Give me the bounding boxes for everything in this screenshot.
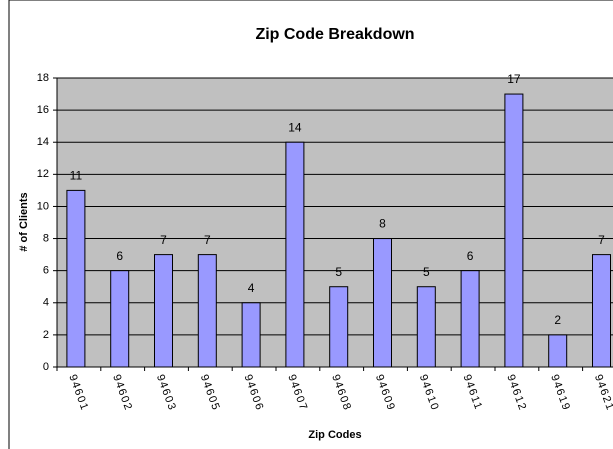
bar xyxy=(548,334,568,368)
bar xyxy=(285,141,305,368)
chart-title: Zip Code Breakdown xyxy=(255,26,414,43)
value-label: 11 xyxy=(70,169,83,183)
bar xyxy=(373,238,392,368)
y-tick-label: 10 xyxy=(37,200,49,212)
bar xyxy=(416,286,436,368)
y-tick-label: 6 xyxy=(43,265,49,277)
value-label: 8 xyxy=(379,217,386,231)
y-tick-label: 0 xyxy=(43,361,49,373)
bar xyxy=(329,286,349,368)
value-label: 7 xyxy=(160,233,167,247)
value-label: 2 xyxy=(554,313,561,327)
y-tick-label: 2 xyxy=(43,329,49,341)
value-label: 5 xyxy=(335,265,342,279)
bar xyxy=(154,254,173,368)
y-tick-label: 8 xyxy=(43,232,49,244)
x-axis-label: Zip Codes xyxy=(308,429,361,441)
y-tick-label: 14 xyxy=(37,136,49,148)
y-axis-label: # of Clients xyxy=(18,192,30,251)
y-tick-label: 16 xyxy=(37,104,49,116)
bar xyxy=(460,270,480,368)
bar xyxy=(241,302,261,368)
value-label: 5 xyxy=(423,265,430,279)
value-label: 6 xyxy=(467,249,474,263)
y-tick-label: 12 xyxy=(37,168,49,180)
value-label: 7 xyxy=(204,233,211,247)
bar xyxy=(504,93,524,368)
bar xyxy=(197,254,217,368)
bar xyxy=(592,254,611,368)
bar xyxy=(66,189,86,368)
value-label: 6 xyxy=(116,249,123,263)
value-label: 14 xyxy=(288,120,302,134)
value-label: 7 xyxy=(598,233,605,247)
bar xyxy=(110,270,130,368)
y-tick-label: 18 xyxy=(37,72,49,84)
value-label: 17 xyxy=(507,72,521,86)
value-label: 4 xyxy=(248,281,255,295)
y-tick-label: 4 xyxy=(43,297,49,309)
